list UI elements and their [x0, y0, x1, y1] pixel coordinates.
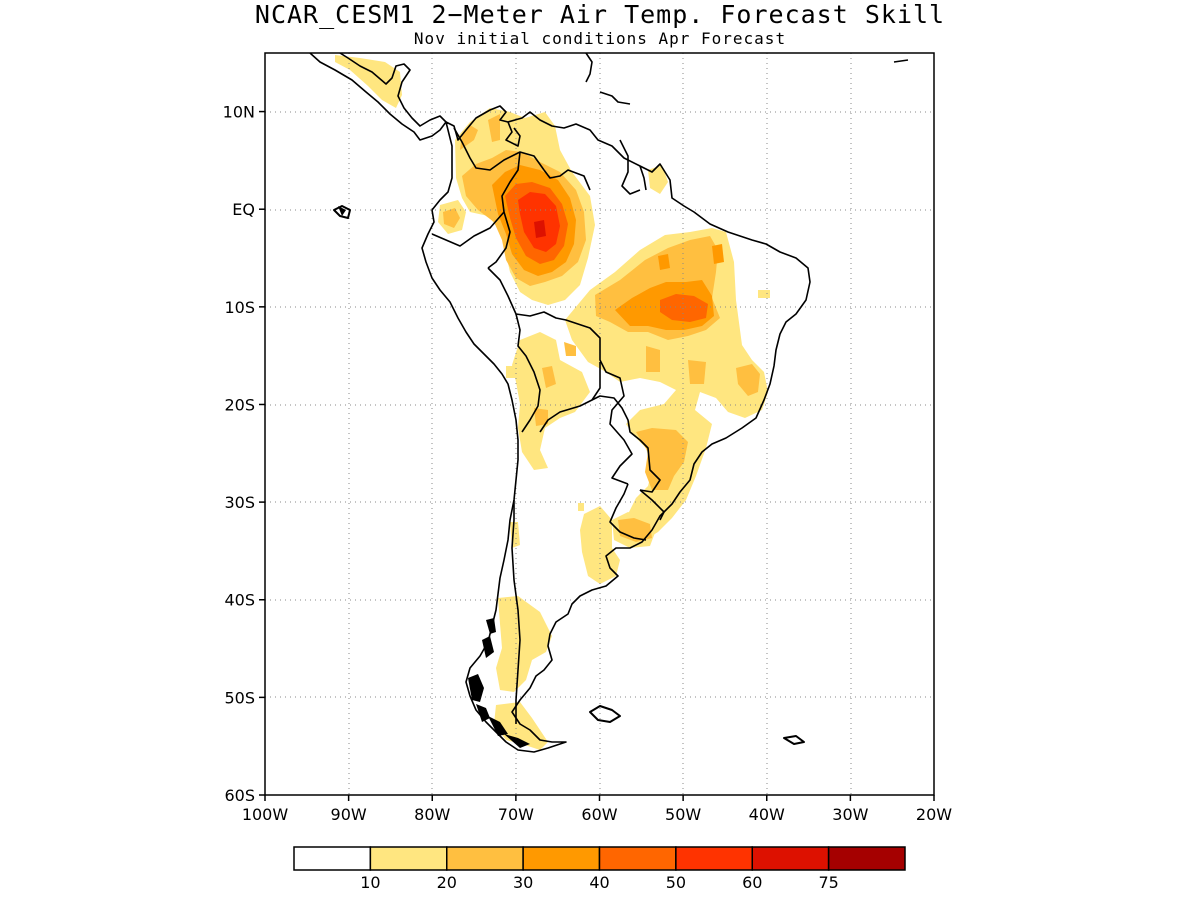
- lon-tick-label: 100W: [242, 805, 289, 824]
- coastlines-and-borders: [309, 53, 909, 753]
- colorbar-swatch: [751, 846, 830, 871]
- colorbar-swatch: [293, 846, 372, 871]
- colorbar-label: 40: [589, 873, 609, 892]
- lat-tick-label: EQ: [232, 200, 255, 219]
- lat-tick-label: 50S: [224, 688, 255, 707]
- lon-tick-label: 90W: [331, 805, 367, 824]
- lat-tick-label: 30S: [224, 493, 255, 512]
- colorbar-label: 60: [742, 873, 762, 892]
- colorbar: 10 20 30 40 50 60 75: [293, 846, 906, 892]
- skill-shading: [335, 55, 770, 750]
- lon-tick-label: 50W: [665, 805, 701, 824]
- lat-tick-label: 20S: [224, 395, 255, 414]
- colorbar-swatch: [827, 846, 906, 871]
- lat-tick-label: 60S: [224, 786, 255, 805]
- lat-tick-label: 40S: [224, 591, 255, 610]
- map-subtitle: Nov initial conditions Apr Forecast: [413, 29, 787, 48]
- colorbar-label: 10: [360, 873, 380, 892]
- colorbar-label: 30: [513, 873, 533, 892]
- colorbar-label: 75: [818, 873, 838, 892]
- lon-tick-label: 70W: [498, 805, 534, 824]
- colorbar-swatch: [675, 846, 753, 871]
- colorbar-label: 20: [437, 873, 457, 892]
- chilean-archipelago: [338, 206, 530, 748]
- colorbar-swatch: [598, 846, 677, 871]
- map-title: NCAR_CESM1 2−Meter Air Temp. Forecast Sk…: [254, 0, 946, 29]
- lon-tick-label: 40W: [749, 805, 785, 824]
- lon-tick-label: 60W: [581, 805, 617, 824]
- colorbar-swatch: [446, 846, 524, 871]
- lon-tick-label: 80W: [414, 805, 450, 824]
- lat-tick-label: 10S: [224, 298, 255, 317]
- colorbar-swatch: [369, 846, 448, 871]
- lon-tick-label: 30W: [832, 805, 868, 824]
- skill-level-10-areas: [335, 55, 770, 750]
- lon-tick-label: 20W: [916, 805, 952, 824]
- colorbar-label: 50: [666, 873, 686, 892]
- map-gridlines: [265, 53, 934, 795]
- skill-level-60-areas: [534, 220, 546, 238]
- colorbar-swatch: [522, 846, 601, 871]
- lat-tick-label: 10N: [223, 103, 255, 122]
